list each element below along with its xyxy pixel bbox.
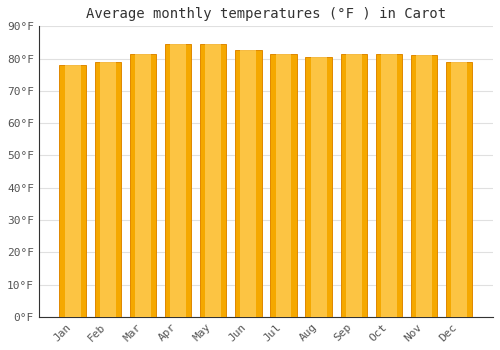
Bar <box>64 65 80 317</box>
Bar <box>306 57 332 317</box>
Bar <box>346 54 362 317</box>
Bar <box>206 44 221 317</box>
Bar <box>276 54 291 317</box>
Bar <box>376 54 402 317</box>
Title: Average monthly temperatures (°F ) in Carot: Average monthly temperatures (°F ) in Ca… <box>86 7 446 21</box>
Bar <box>452 62 467 317</box>
Bar <box>411 55 438 317</box>
Bar <box>310 57 326 317</box>
Bar <box>200 44 226 317</box>
Bar <box>381 54 397 317</box>
Bar <box>235 50 262 317</box>
Bar <box>165 44 191 317</box>
Bar <box>130 54 156 317</box>
Bar <box>100 62 116 317</box>
Bar <box>240 50 256 317</box>
Bar <box>446 62 472 317</box>
Bar <box>170 44 186 317</box>
Bar <box>60 65 86 317</box>
Bar <box>416 55 432 317</box>
Bar <box>135 54 151 317</box>
Bar <box>94 62 121 317</box>
Bar <box>270 54 296 317</box>
Bar <box>340 54 367 317</box>
